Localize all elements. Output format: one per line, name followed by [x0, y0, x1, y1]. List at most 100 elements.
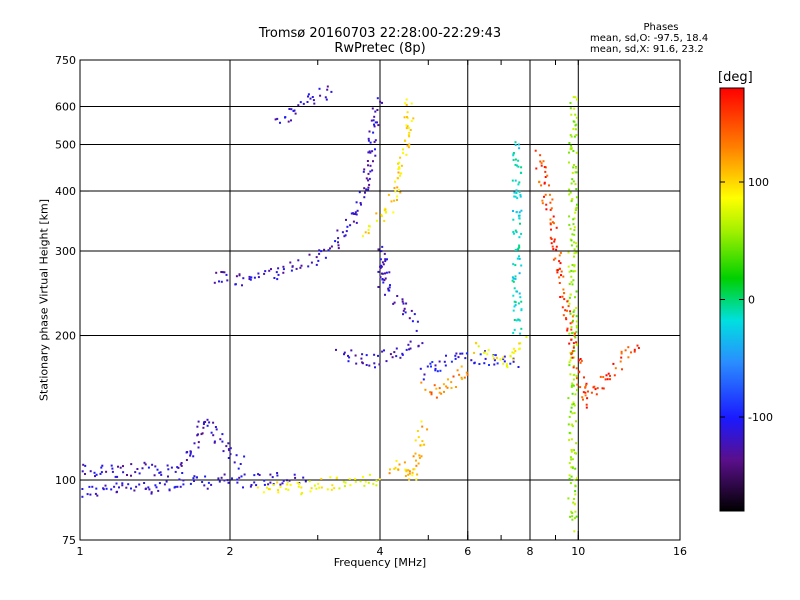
data-point [114, 475, 117, 478]
data-point [178, 478, 181, 481]
data-point [512, 210, 514, 212]
data-point [363, 168, 366, 171]
data-point [262, 491, 265, 494]
data-point [518, 217, 521, 220]
data-point [473, 362, 476, 365]
data-point [580, 359, 583, 362]
data-point [318, 486, 321, 489]
data-point [575, 315, 578, 318]
data-point [299, 266, 302, 269]
data-point [281, 482, 284, 485]
data-point [367, 139, 370, 142]
data-point [242, 486, 244, 489]
data-point [275, 271, 278, 274]
data-point [420, 455, 423, 458]
y-tick-label: 100 [55, 474, 76, 487]
data-point [379, 267, 382, 270]
data-point [274, 118, 277, 121]
data-point [177, 466, 180, 469]
data-point [579, 361, 582, 364]
data-point [518, 181, 521, 184]
data-point [562, 314, 565, 317]
data-point [569, 359, 572, 362]
data-point [192, 455, 195, 458]
data-point [249, 278, 252, 281]
data-point [549, 236, 552, 239]
data-point [271, 476, 274, 479]
data-point [365, 364, 368, 366]
data-point [581, 396, 584, 399]
data-point [308, 480, 311, 483]
data-point [512, 294, 515, 297]
data-point [515, 231, 518, 234]
data-point [567, 397, 570, 400]
data-point [570, 384, 573, 387]
data-point [115, 482, 118, 485]
data-point [570, 450, 573, 453]
data-point [138, 472, 141, 475]
data-point [119, 466, 122, 469]
data-point [323, 248, 326, 251]
phase-stats: Phases mean, sd,O: -97.5, 18.4 mean, sd,… [590, 22, 708, 55]
data-point [335, 477, 338, 480]
data-point [516, 197, 519, 200]
data-point [372, 119, 375, 122]
data-point [382, 263, 385, 266]
data-point [352, 212, 355, 215]
data-point [300, 264, 303, 267]
data-point [342, 480, 345, 483]
data-point [200, 433, 203, 436]
data-point [296, 482, 299, 484]
data-point [193, 442, 196, 445]
data-point [514, 304, 517, 307]
data-point [202, 423, 205, 425]
data-point [126, 474, 128, 476]
data-point [367, 188, 370, 191]
data-point [373, 125, 376, 128]
data-point [487, 349, 490, 351]
data-point [559, 251, 562, 254]
data-point [309, 490, 312, 493]
data-point [317, 482, 320, 485]
data-point [414, 452, 417, 455]
data-point [389, 353, 392, 356]
data-point [375, 484, 378, 487]
data-point [570, 352, 573, 355]
data-point [584, 386, 587, 388]
data-point [313, 102, 316, 105]
data-point [276, 278, 279, 281]
data-point [568, 431, 571, 434]
data-point [416, 473, 419, 476]
data-point [443, 360, 446, 363]
data-point [512, 277, 515, 280]
data-point [445, 385, 448, 388]
data-point [496, 362, 499, 365]
data-point [383, 279, 386, 282]
data-point [189, 454, 192, 457]
data-point [89, 493, 92, 496]
data-point [570, 466, 573, 469]
data-point [514, 275, 517, 278]
data-point [208, 421, 211, 424]
data-point [543, 166, 546, 168]
data-point [514, 277, 517, 280]
data-point [196, 425, 199, 428]
data-point [574, 452, 576, 455]
data-point [405, 348, 408, 351]
data-point [520, 327, 523, 330]
data-point [514, 264, 517, 267]
data-point [144, 488, 147, 490]
data-point [483, 362, 486, 365]
data-point [310, 261, 313, 264]
data-point [310, 487, 313, 490]
data-point [549, 218, 552, 221]
data-point [197, 420, 200, 423]
data-point [637, 347, 640, 349]
data-point [573, 449, 575, 452]
data-point [612, 362, 615, 365]
data-point [556, 269, 559, 272]
data-point [446, 386, 449, 389]
colorbar-tick-label: 0 [748, 294, 755, 307]
data-point [513, 287, 516, 290]
data-point [569, 322, 572, 325]
